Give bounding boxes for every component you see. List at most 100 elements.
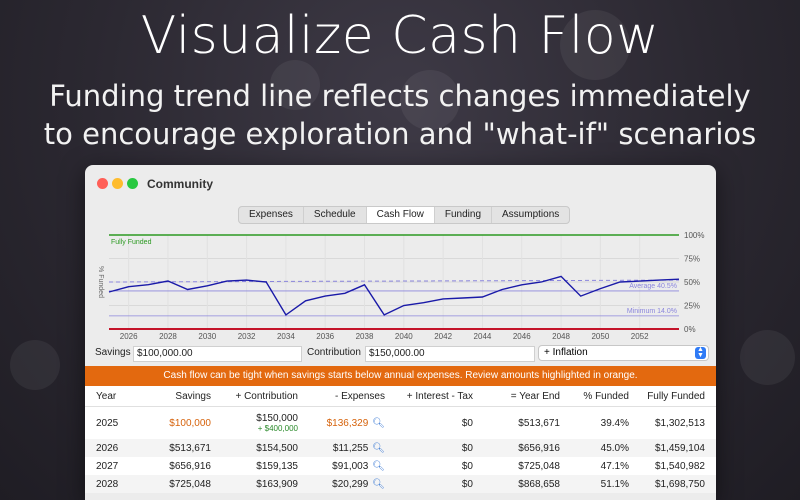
tab-funding[interactable]: Funding [435, 207, 493, 223]
cell-fully-funded: $1,698,750 [654, 478, 705, 490]
cell-year: 2028 [96, 478, 119, 490]
cell-savings: $725,048 [169, 478, 211, 490]
inflation-select[interactable]: + Inflation ▲ ▼ [538, 345, 709, 361]
x-tick-label: 2050 [591, 332, 609, 341]
column-header-savings[interactable]: Savings [175, 390, 211, 402]
average-label: Average 40.5% [629, 283, 677, 290]
title-bar: Community [85, 165, 716, 201]
app-window: Community Expenses Schedule Cash Flow Fu… [85, 165, 716, 500]
cell-expenses-value: $11,255 [332, 442, 369, 454]
column-header-funded[interactable]: % Funded [583, 390, 629, 402]
cell-year: 2026 [96, 442, 119, 454]
close-window-button[interactable] [97, 178, 108, 189]
cash-flow-table: Year Savings + Contribution - Expenses +… [85, 386, 716, 493]
x-tick-label: 2042 [434, 332, 452, 341]
background-bokeh [740, 330, 795, 385]
subheadline-line-2: to encourage exploration and "what-if" s… [43, 117, 757, 151]
warning-banner: Cash flow can be tight when savings star… [85, 366, 716, 386]
zoom-window-button[interactable] [127, 178, 138, 189]
cell-contribution: $163,909 [256, 478, 298, 490]
background-bokeh [400, 70, 460, 130]
minimum-label: Minimum 14.0% [627, 308, 677, 315]
contribution-label: Contribution [307, 347, 361, 358]
cell-year-end: $868,658 [518, 478, 560, 490]
cell-interest: $0 [461, 478, 473, 490]
tab-cash-flow[interactable]: Cash Flow [366, 207, 435, 223]
inflation-select-value: + Inflation [544, 347, 588, 358]
x-tick-label: 2052 [631, 332, 649, 341]
column-header-year[interactable]: Year [96, 390, 117, 402]
tab-bar: Expenses Schedule Cash Flow Funding Assu… [238, 206, 571, 224]
column-header-contribution[interactable]: + Contribution [235, 390, 298, 402]
cell-fully-funded: $1,302,513 [654, 417, 705, 429]
cell-expenses-value: $91,003 [332, 460, 369, 472]
cell-funded: 45.0% [600, 442, 629, 454]
cell-year-end: $513,671 [518, 417, 560, 429]
funding-chart: 100% 75% 50% 25% 0% 2026 2028 2030 2032 2034 2036 2… [97, 231, 704, 341]
window-title: Community [147, 177, 213, 191]
savings-field[interactable]: $100,000.00 [133, 346, 302, 362]
cell-savings: $656,916 [169, 460, 211, 472]
background-bokeh [560, 10, 630, 80]
table-row[interactable]: 2026 $513,671 $154,500 $11,255 🔍︎ $0 $65… [85, 439, 716, 457]
magnifier-icon[interactable]: 🔍︎ [372, 460, 385, 472]
table-header-row: Year Savings + Contribution - Expenses +… [85, 386, 716, 407]
y-tick-label: 25% [684, 302, 700, 311]
cell-expenses: $11,255 🔍︎ [333, 439, 385, 457]
cell-expenses: $136,329 🔍︎ [327, 407, 385, 439]
y-tick-label: 75% [684, 255, 700, 264]
y-tick-label: 50% [684, 278, 700, 287]
x-tick-label: 2046 [513, 332, 531, 341]
background-bokeh [10, 340, 60, 390]
magnifier-icon[interactable]: 🔍︎ [372, 417, 385, 429]
cell-year-end: $656,916 [518, 442, 560, 454]
x-tick-label: 2028 [159, 332, 177, 341]
chevron-updown-icon: ▲ ▼ [695, 346, 706, 359]
cell-expenses: $91,003 🔍︎ [332, 457, 385, 475]
x-tick-label: 2034 [277, 332, 295, 341]
x-tick-label: 2038 [356, 332, 374, 341]
column-header-expenses[interactable]: - Expenses [334, 390, 385, 402]
cell-year-end: $725,048 [518, 460, 560, 472]
cell-funded: 39.4% [600, 417, 629, 429]
x-tick-label: 2032 [238, 332, 256, 341]
subheadline-line-1: Funding trend line reflects changes imme… [49, 79, 751, 113]
cell-expenses-value: $20,299 [332, 478, 369, 490]
contribution-field[interactable]: $150,000.00 [365, 346, 535, 362]
cell-savings: $513,671 [169, 442, 211, 454]
y-tick-label: 100% [684, 231, 704, 240]
headline: Visualize Cash Flow [140, 6, 660, 66]
cell-contribution-value: $150,000 [256, 413, 298, 424]
x-tick-label: 2048 [552, 332, 570, 341]
x-tick-label: 2040 [395, 332, 413, 341]
table-row[interactable]: 2025 $100,000 $150,000 + $400,000 $136,3… [85, 407, 716, 439]
magnifier-icon[interactable]: 🔍︎ [372, 478, 385, 490]
funding-series-line [108, 275, 680, 316]
cell-contribution: $154,500 [256, 442, 298, 454]
cell-fully-funded: $1,540,982 [654, 460, 705, 472]
cell-contribution: $159,135 [256, 460, 298, 472]
column-header-fully-funded[interactable]: Fully Funded [647, 390, 705, 402]
x-tick-label: 2030 [198, 332, 216, 341]
cell-funded: 51.1% [600, 478, 629, 490]
magnifier-icon[interactable]: 🔍︎ [372, 442, 385, 454]
table-row[interactable]: 2027 $656,916 $159,135 $91,003 🔍︎ $0 $72… [85, 457, 716, 475]
cell-fully-funded: $1,459,104 [654, 442, 705, 454]
x-tick-label: 2044 [474, 332, 492, 341]
cell-interest: $0 [461, 442, 473, 454]
tab-expenses[interactable]: Expenses [239, 207, 304, 223]
tab-assumptions[interactable]: Assumptions [502, 209, 560, 220]
column-header-year-end[interactable]: = Year End [510, 390, 560, 402]
minimize-window-button[interactable] [112, 178, 123, 189]
cell-contribution-extra: + $400,000 [257, 424, 298, 433]
cell-funded: 47.1% [600, 460, 629, 472]
table-row[interactable]: 2028 $725,048 $163,909 $20,299 🔍︎ $0 $86… [85, 475, 716, 493]
savings-label: Savings [95, 347, 131, 358]
fully-funded-label: Fully Funded [111, 239, 152, 246]
tab-schedule[interactable]: Schedule [304, 207, 367, 223]
background-bokeh [270, 60, 320, 110]
column-header-interest[interactable]: + Interest - Tax [406, 390, 473, 402]
cell-year: 2025 [96, 417, 119, 429]
cell-year: 2027 [96, 460, 119, 472]
cell-expenses-value: $136,329 [326, 417, 369, 429]
